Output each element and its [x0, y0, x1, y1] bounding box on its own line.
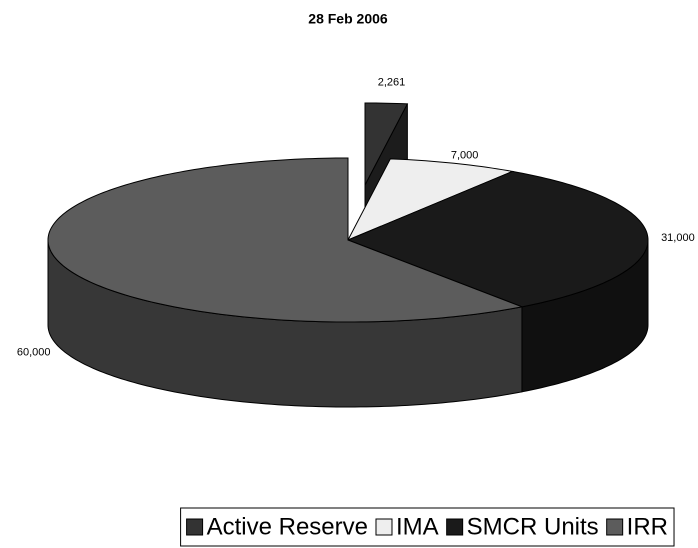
data-label: 7,000	[451, 150, 479, 162]
legend-label: IMA	[396, 513, 439, 540]
legend-label: SMCR Units	[467, 513, 599, 540]
legend-swatch	[375, 518, 393, 536]
data-label: 60,000	[17, 346, 51, 358]
chart-title: 28 Feb 2006	[308, 11, 388, 27]
legend-label: Active Reserve	[207, 513, 368, 540]
legend-box	[180, 507, 675, 547]
legend: Active Reserve IMA SMCR Units IRR	[180, 507, 675, 547]
slice	[47, 157, 524, 323]
slice	[346, 170, 649, 308]
legend-label: IRR	[627, 513, 668, 540]
data-label: 2,261	[378, 77, 406, 89]
legend-swatch	[446, 518, 464, 536]
legend-swatch	[186, 518, 204, 536]
data-label: 31,000	[661, 232, 695, 244]
pie-tops	[47, 102, 649, 323]
slice	[364, 102, 409, 186]
slice	[346, 158, 515, 241]
legend-swatch	[606, 518, 624, 536]
